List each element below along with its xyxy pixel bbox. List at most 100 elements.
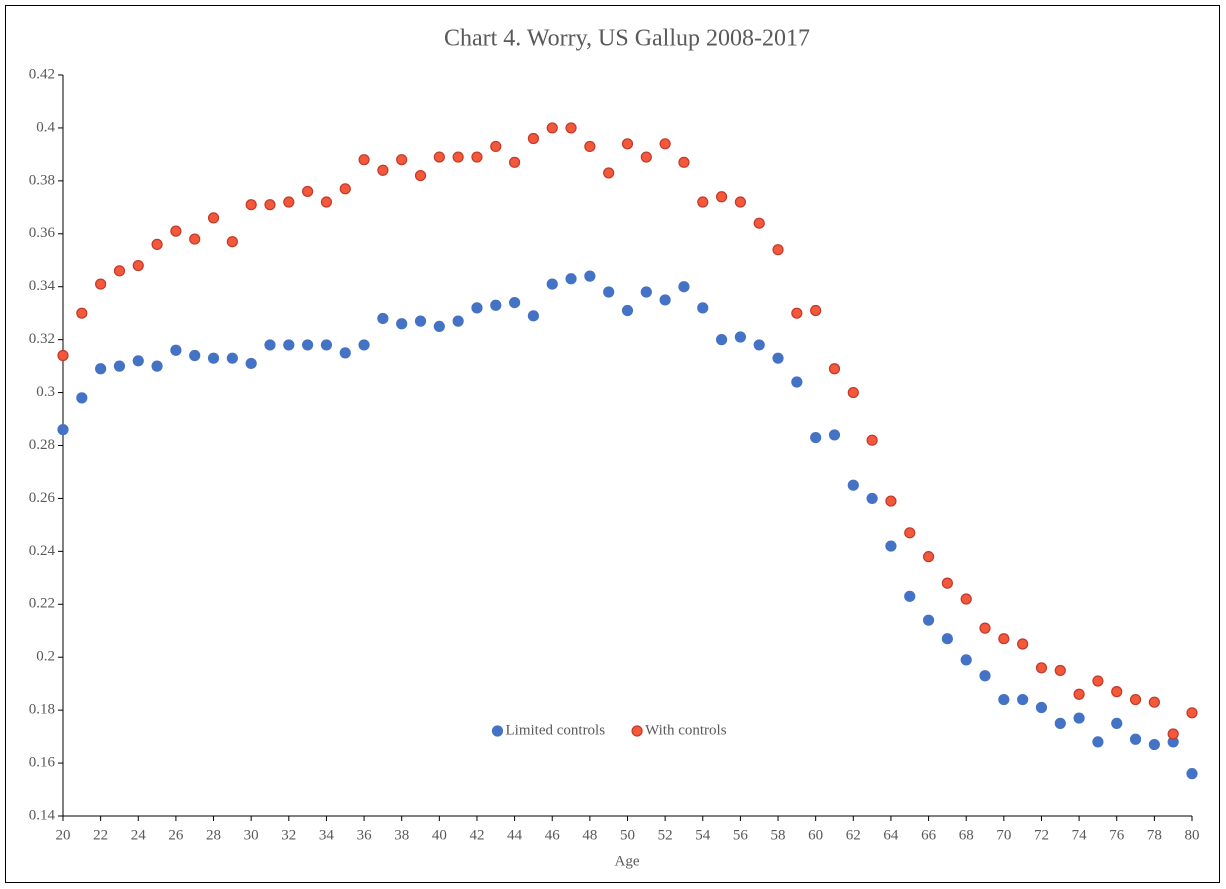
data-point — [885, 540, 897, 552]
data-point — [847, 479, 859, 491]
data-point — [339, 347, 351, 359]
data-point — [508, 296, 521, 309]
data-point — [170, 344, 182, 356]
data-point — [1017, 638, 1029, 650]
data-point — [603, 167, 615, 179]
data-point — [471, 302, 483, 314]
data-point — [527, 132, 540, 145]
data-point — [1035, 662, 1048, 674]
data-point — [414, 315, 427, 327]
data-point — [678, 156, 690, 168]
data-point — [151, 360, 163, 372]
data-point — [922, 614, 935, 626]
data-point — [1148, 738, 1160, 751]
data-point — [1092, 736, 1104, 748]
data-point — [565, 273, 577, 285]
data-point — [490, 140, 502, 153]
x-tick-label: 52 — [658, 827, 673, 843]
data-point — [358, 154, 370, 166]
y-tick-label: 0.26 — [29, 490, 56, 506]
data-point — [810, 304, 822, 317]
data-point — [621, 138, 634, 150]
x-tick-label: 44 — [507, 827, 523, 843]
data-point — [979, 670, 991, 682]
data-point — [565, 122, 577, 134]
data-point — [1129, 693, 1142, 706]
x-tick-label: 58 — [771, 827, 786, 843]
data-point — [377, 312, 389, 325]
data-point — [433, 151, 445, 163]
legend-marker — [491, 725, 504, 737]
data-point — [151, 238, 163, 250]
x-tick-label: 76 — [1109, 827, 1125, 843]
data-point — [546, 122, 558, 134]
data-point — [621, 304, 634, 317]
data-point — [1017, 693, 1029, 706]
data-point — [922, 551, 935, 563]
y-tick-label: 0.38 — [29, 172, 55, 188]
x-tick-label: 28 — [206, 827, 221, 843]
data-point — [302, 339, 314, 351]
data-point — [791, 376, 803, 388]
y-tick-label: 0.22 — [29, 596, 55, 612]
data-point — [433, 320, 445, 333]
x-tick-label: 68 — [959, 827, 974, 843]
x-tick-label: 62 — [846, 827, 861, 843]
data-point — [866, 492, 878, 505]
x-tick-label: 78 — [1147, 827, 1162, 843]
data-point — [57, 424, 69, 436]
data-point — [960, 593, 972, 605]
data-point — [508, 156, 521, 168]
data-point — [283, 339, 295, 351]
legend-label: With controls — [645, 722, 727, 738]
x-tick-label: 56 — [733, 827, 749, 843]
y-tick-label: 0.24 — [29, 543, 56, 559]
x-tick-label: 26 — [168, 827, 184, 843]
data-point — [659, 294, 671, 306]
data-point — [998, 693, 1010, 706]
legend-label: Limited controls — [506, 722, 606, 738]
x-tick-label: 34 — [319, 827, 335, 843]
x-tick-label: 38 — [394, 827, 409, 843]
data-point — [640, 151, 652, 163]
data-point — [189, 349, 201, 362]
data-point — [283, 196, 295, 208]
y-tick-label: 0.28 — [29, 437, 55, 453]
data-point — [207, 212, 220, 224]
x-tick-label: 22 — [93, 827, 108, 843]
y-tick-label: 0.2 — [36, 649, 55, 665]
x-tick-label: 36 — [357, 827, 373, 843]
data-point — [941, 577, 953, 589]
data-point — [1186, 707, 1198, 719]
data-point — [170, 225, 182, 237]
x-tick-label: 40 — [432, 827, 447, 843]
data-point — [998, 633, 1010, 645]
data-point — [603, 286, 615, 298]
data-point — [1111, 686, 1123, 698]
legend-marker — [631, 725, 643, 737]
data-point — [828, 429, 841, 441]
data-point — [320, 339, 333, 351]
x-tick-label: 54 — [695, 827, 711, 843]
x-tick-label: 74 — [1072, 827, 1088, 843]
chart-frame — [5, 5, 1220, 883]
x-tick-label: 24 — [131, 827, 147, 843]
data-point — [584, 140, 596, 153]
data-point — [189, 233, 201, 245]
data-point — [1054, 717, 1066, 729]
x-tick-label: 48 — [582, 827, 597, 843]
x-tick-label: 72 — [1034, 827, 1049, 843]
y-tick-label: 0.3 — [36, 384, 55, 400]
data-point — [941, 633, 953, 645]
y-tick-label: 0.36 — [29, 225, 56, 241]
data-point — [791, 307, 803, 319]
data-point — [396, 154, 408, 166]
data-point — [640, 286, 652, 298]
data-point — [396, 318, 408, 330]
data-point — [132, 259, 144, 272]
data-point — [697, 302, 709, 314]
data-point — [452, 151, 464, 163]
y-tick-label: 0.34 — [29, 278, 56, 294]
data-point — [226, 236, 238, 248]
data-point — [339, 183, 351, 195]
